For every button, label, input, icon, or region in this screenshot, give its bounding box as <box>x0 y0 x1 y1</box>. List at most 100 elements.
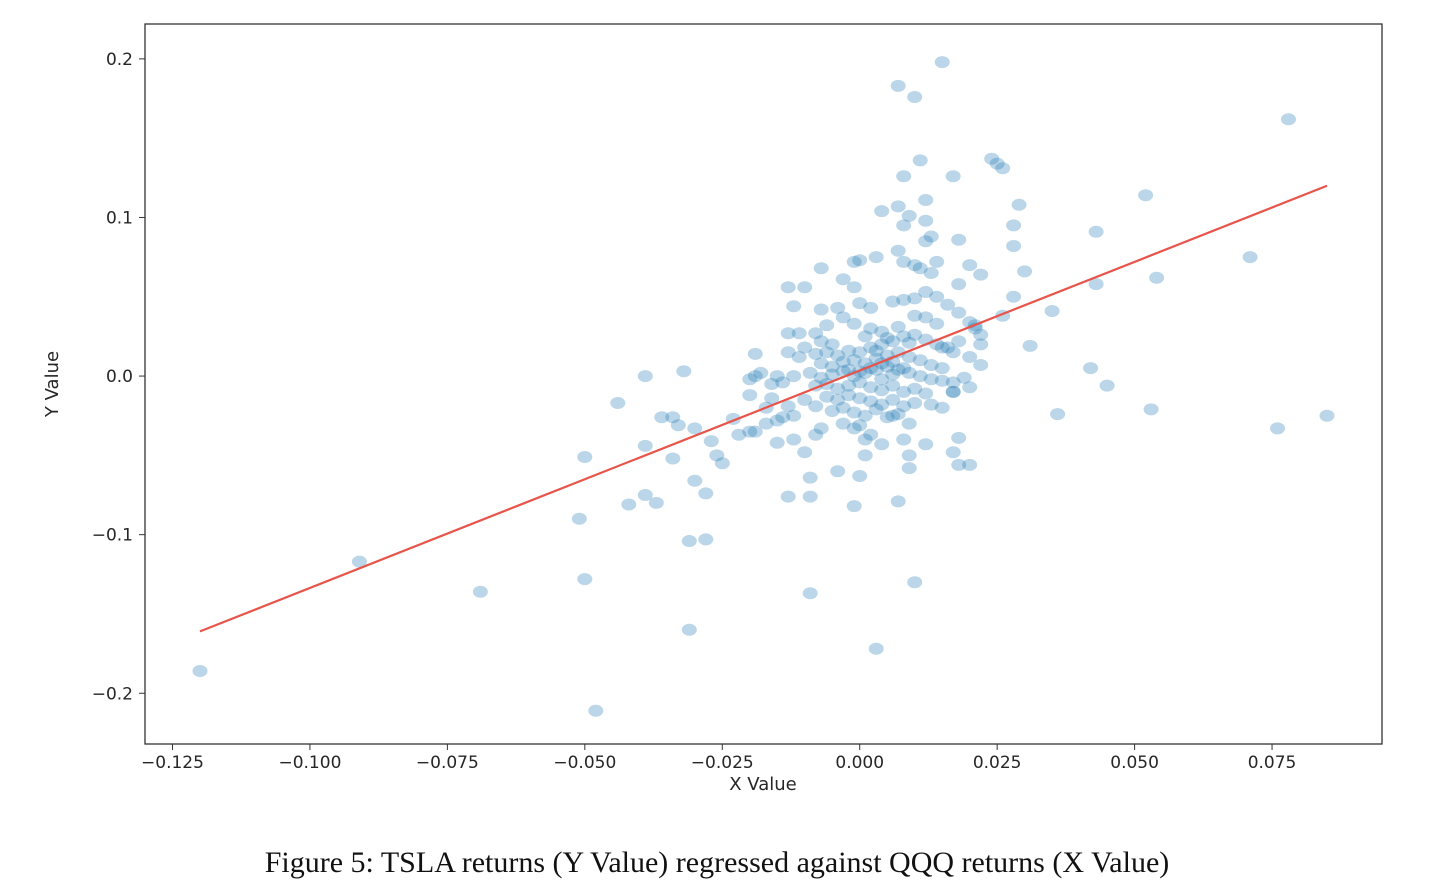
x-axis-label: X Value <box>729 774 796 795</box>
data-point <box>824 360 840 373</box>
data-point <box>769 370 785 383</box>
data-point <box>984 152 1000 165</box>
data-point <box>742 389 758 402</box>
data-point <box>830 382 846 395</box>
data-point <box>852 470 868 482</box>
data-point <box>714 457 730 470</box>
data-point <box>874 325 890 338</box>
data-point <box>769 414 785 427</box>
data-point <box>791 351 807 363</box>
data-point <box>808 347 824 360</box>
data-point <box>896 400 912 413</box>
data-point <box>742 373 758 386</box>
data-point <box>830 349 846 362</box>
data-point <box>1006 240 1022 252</box>
data-point <box>472 585 488 598</box>
data-point <box>995 162 1011 175</box>
data-point <box>824 405 840 417</box>
data-point <box>791 327 807 340</box>
data-point <box>918 235 934 248</box>
data-point <box>819 390 835 403</box>
data-point <box>797 393 813 406</box>
data-point <box>907 292 923 305</box>
x-tick-label: −0.125 <box>141 753 204 773</box>
data-point <box>896 170 912 183</box>
data-point <box>907 397 923 409</box>
data-point <box>918 438 934 451</box>
data-point <box>852 419 868 432</box>
data-point <box>951 431 967 444</box>
data-point <box>808 428 824 441</box>
data-point <box>588 704 604 717</box>
data-point <box>890 79 906 92</box>
x-tick-label: 0.075 <box>1248 753 1297 773</box>
data-point <box>681 623 697 636</box>
data-point <box>846 317 862 330</box>
data-point <box>1022 339 1038 352</box>
data-point <box>846 281 862 294</box>
data-point <box>1143 403 1159 416</box>
data-point <box>907 259 923 272</box>
data-point <box>907 309 923 322</box>
scatter-chart: −0.125 −0.100 −0.075 −0.050 −0.025 0.000 0.025… <box>42 23 1383 795</box>
x-tick-label: −0.050 <box>553 753 616 773</box>
data-point <box>1083 362 1099 375</box>
data-point <box>962 259 978 272</box>
data-point <box>951 278 967 291</box>
data-point <box>813 262 829 275</box>
data-point <box>945 170 961 183</box>
data-point <box>610 397 626 409</box>
data-point <box>901 336 917 349</box>
data-point <box>863 322 879 335</box>
data-point <box>698 487 714 500</box>
data-point <box>1088 278 1104 291</box>
data-point <box>1099 379 1115 392</box>
data-point <box>1270 422 1285 435</box>
data-point <box>687 422 703 435</box>
data-point <box>852 297 868 310</box>
data-point <box>951 458 967 471</box>
y-axis-label: Y Value <box>42 351 63 418</box>
data-point <box>731 428 747 441</box>
data-point <box>786 433 802 446</box>
data-point <box>637 439 653 452</box>
data-point <box>747 425 763 438</box>
data-point <box>577 451 593 463</box>
data-point <box>621 498 637 511</box>
data-point <box>901 462 917 475</box>
data-point <box>918 194 934 206</box>
data-point <box>907 91 923 103</box>
data-point <box>802 587 818 600</box>
data-point <box>956 371 972 384</box>
data-point <box>846 255 862 268</box>
data-point <box>940 341 956 354</box>
data-point <box>665 452 681 465</box>
data-point <box>940 298 956 311</box>
data-point <box>868 251 884 264</box>
data-point <box>896 219 912 232</box>
data-point <box>797 446 813 459</box>
data-point <box>670 419 686 432</box>
data-point <box>973 338 989 351</box>
data-point <box>758 417 774 430</box>
data-point <box>857 409 873 422</box>
data-point <box>934 56 950 69</box>
data-point <box>890 495 906 508</box>
data-point <box>753 366 769 379</box>
data-point <box>951 335 967 348</box>
data-point <box>874 373 890 386</box>
data-point <box>1044 305 1060 317</box>
data-point <box>637 489 653 501</box>
data-point <box>907 328 923 341</box>
data-point <box>775 411 791 424</box>
data-point <box>819 319 835 332</box>
data-point <box>703 435 719 448</box>
data-point <box>830 465 846 478</box>
x-tick-label: 0.000 <box>835 753 884 773</box>
data-point <box>1088 225 1104 238</box>
data-point <box>687 474 703 487</box>
data-point <box>989 157 1005 170</box>
data-point <box>808 327 824 340</box>
data-point <box>1050 408 1066 421</box>
data-point <box>813 422 829 435</box>
